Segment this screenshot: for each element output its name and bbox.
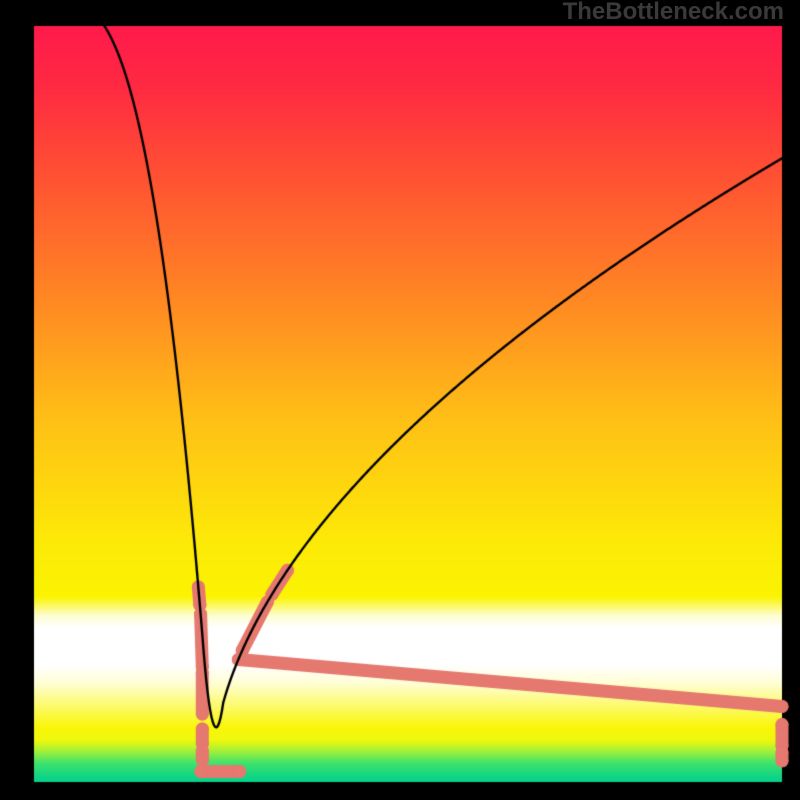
chart-canvas bbox=[0, 0, 800, 800]
chart-stage: TheBottleneck.com bbox=[0, 0, 800, 800]
